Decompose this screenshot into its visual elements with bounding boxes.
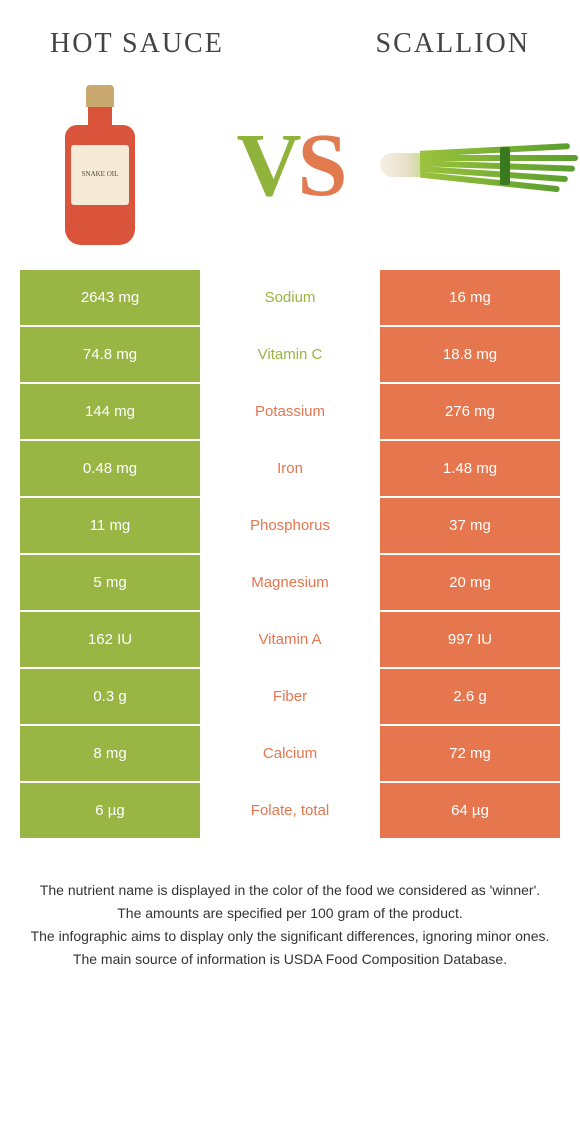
nutrient-name: Vitamin A	[200, 612, 380, 667]
nutrient-name: Vitamin C	[200, 327, 380, 382]
vs-v: V	[236, 116, 297, 215]
value-right: 2.6 g	[380, 669, 560, 724]
value-left: 0.48 mg	[20, 441, 200, 496]
nutrient-name: Iron	[200, 441, 380, 496]
value-left: 144 mg	[20, 384, 200, 439]
bottle-label: SNAKE OIL	[71, 145, 129, 205]
footnote-line: The nutrient name is displayed in the co…	[30, 880, 550, 901]
value-left: 74.8 mg	[20, 327, 200, 382]
nutrient-row: 74.8 mgVitamin C18.8 mg	[20, 327, 560, 384]
value-left: 0.3 g	[20, 669, 200, 724]
nutrient-row: 144 mgPotassium276 mg	[20, 384, 560, 441]
title-right: Scallion	[376, 28, 530, 60]
footnotes: The nutrient name is displayed in the co…	[0, 840, 580, 972]
bottle-icon: SNAKE OIL	[65, 85, 135, 245]
footnote-line: The main source of information is USDA F…	[30, 949, 550, 970]
value-right: 20 mg	[380, 555, 560, 610]
title-left: Hot sauce	[50, 28, 224, 60]
nutrient-name: Fiber	[200, 669, 380, 724]
value-right: 276 mg	[380, 384, 560, 439]
nutrient-row: 5 mgMagnesium20 mg	[20, 555, 560, 612]
nutrient-row: 6 µgFolate, total64 µg	[20, 783, 560, 840]
value-right: 1.48 mg	[380, 441, 560, 496]
nutrient-name: Folate, total	[200, 783, 380, 838]
nutrient-table: 2643 mgSodium16 mg74.8 mgVitamin C18.8 m…	[20, 270, 560, 840]
value-left: 162 IU	[20, 612, 200, 667]
value-left: 2643 mg	[20, 270, 200, 325]
nutrient-name: Magnesium	[200, 555, 380, 610]
value-right: 64 µg	[380, 783, 560, 838]
scallion-icon	[380, 135, 580, 195]
value-right: 16 mg	[380, 270, 560, 325]
footnote-line: The amounts are specified per 100 gram o…	[30, 903, 550, 924]
footnote-line: The infographic aims to display only the…	[30, 926, 550, 947]
value-left: 6 µg	[20, 783, 200, 838]
value-left: 8 mg	[20, 726, 200, 781]
value-left: 5 mg	[20, 555, 200, 610]
value-right: 18.8 mg	[380, 327, 560, 382]
value-left: 11 mg	[20, 498, 200, 553]
nutrient-row: 162 IUVitamin A997 IU	[20, 612, 560, 669]
infographic-container: Hot sauce Scallion SNAKE OIL VS	[0, 0, 580, 1144]
header: Hot sauce Scallion	[0, 0, 580, 70]
nutrient-row: 11 mgPhosphorus37 mg	[20, 498, 560, 555]
nutrient-row: 8 mgCalcium72 mg	[20, 726, 560, 783]
value-right: 37 mg	[380, 498, 560, 553]
value-right: 72 mg	[380, 726, 560, 781]
hot-sauce-image: SNAKE OIL	[0, 75, 200, 255]
nutrient-row: 0.3 gFiber2.6 g	[20, 669, 560, 726]
images-row: SNAKE OIL VS	[0, 70, 580, 270]
nutrient-name: Phosphorus	[200, 498, 380, 553]
nutrient-name: Sodium	[200, 270, 380, 325]
nutrient-row: 0.48 mgIron1.48 mg	[20, 441, 560, 498]
scallion-image	[380, 75, 580, 255]
value-right: 997 IU	[380, 612, 560, 667]
nutrient-row: 2643 mgSodium16 mg	[20, 270, 560, 327]
vs-label: VS	[236, 114, 343, 217]
vs-s: S	[297, 116, 343, 215]
nutrient-name: Calcium	[200, 726, 380, 781]
nutrient-name: Potassium	[200, 384, 380, 439]
